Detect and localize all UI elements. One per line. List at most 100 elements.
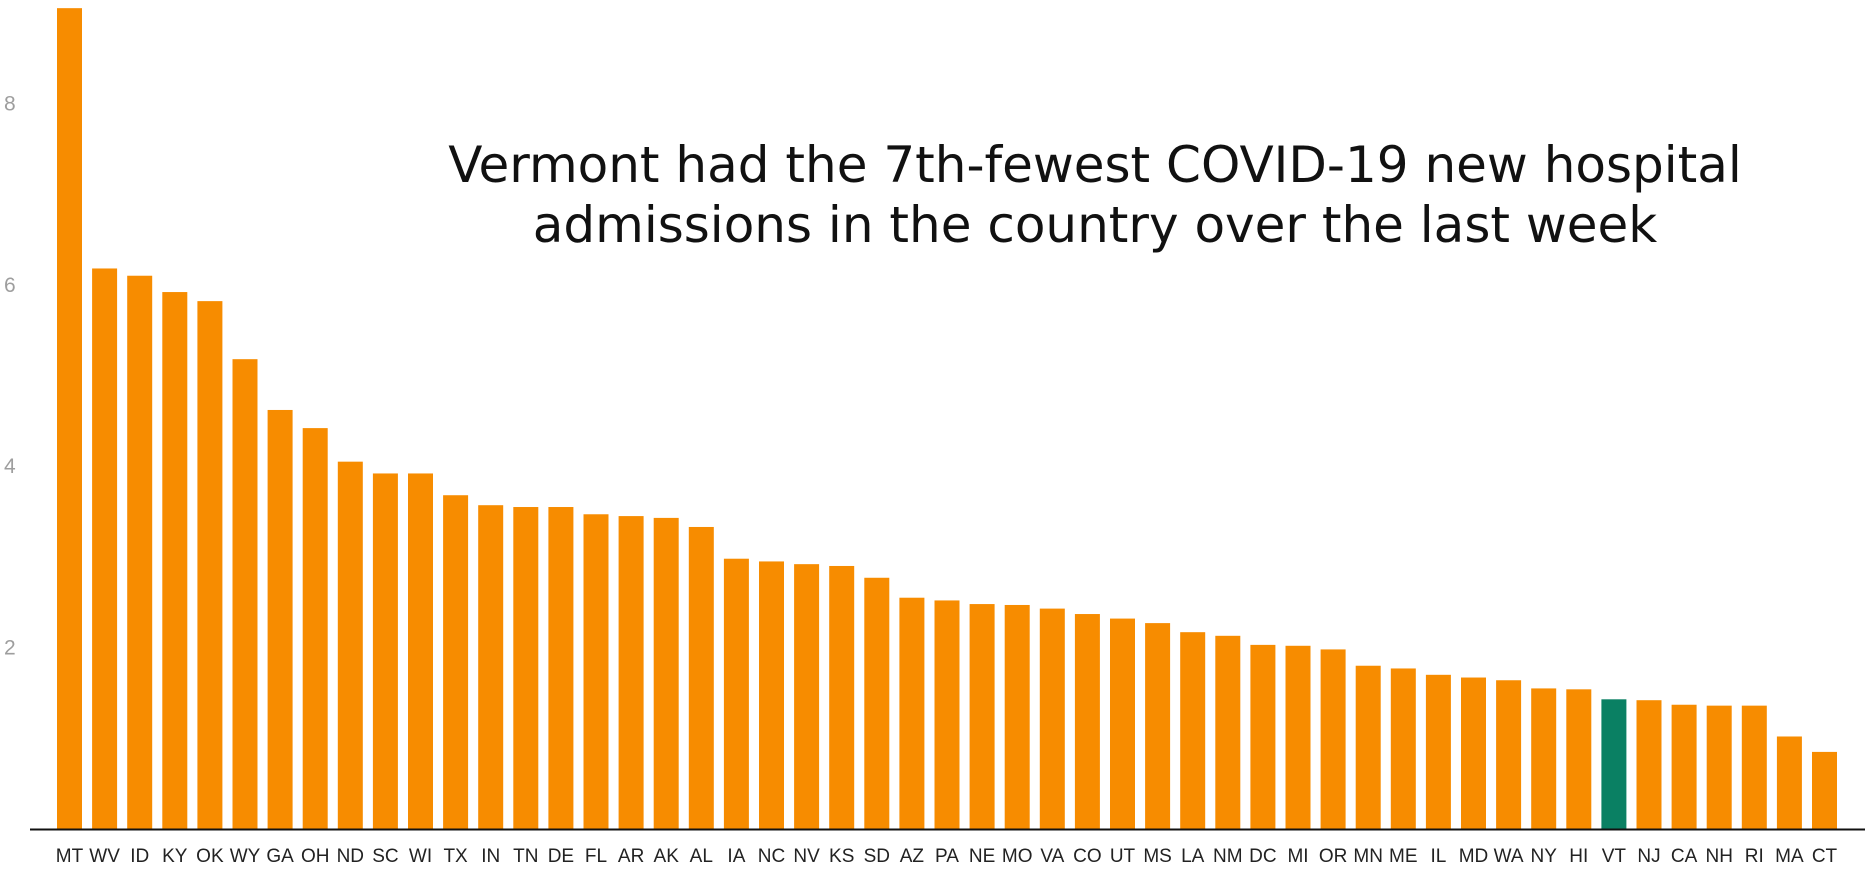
bar-wi [408,473,433,829]
bar-mn [1355,665,1381,829]
bar-wa [1496,680,1522,829]
x-tick-label-id: ID [130,846,149,867]
x-tick-label-ia: IA [727,846,745,867]
bar-hi [1566,689,1592,829]
x-tick-label-ak: AK [654,846,680,867]
x-tick-label-ut: UT [1110,846,1136,867]
x-tick-label-tx: TX [443,846,468,867]
x-tick-label-nv: NV [793,846,820,867]
x-tick-label-or: OR [1319,846,1348,867]
bar-de [548,507,574,829]
bar-co [1074,614,1100,829]
y-tick-label: 2 [4,637,16,660]
bar-az [899,597,925,829]
bar-la [1180,632,1206,829]
y-tick-label: 6 [4,274,16,297]
x-tick-label-nd: ND [337,846,364,867]
x-tick-label-ar: AR [618,846,644,867]
bar-vt [1601,699,1627,829]
x-tick-label-nc: NC [758,846,785,867]
bar-tn [513,507,539,829]
bar-al [688,526,714,829]
bar-ak [653,517,679,829]
x-tick-label-mo: MO [1002,846,1033,867]
bar-wy [232,359,258,829]
x-tick-label-va: VA [1040,846,1064,867]
x-tick-label-nh: NH [1705,846,1732,867]
bar-nh [1706,705,1732,829]
bar-nd [337,461,363,829]
bar-md [1461,677,1486,829]
bar-ms [1145,623,1171,829]
x-tick-label-mt: MT [56,846,84,867]
x-tick-label-ca: CA [1671,846,1698,867]
x-tick-label-vt: VT [1602,846,1627,867]
x-tick-label-in: IN [481,846,500,867]
bar-ct [1812,751,1837,829]
x-tick-label-fl: FL [585,846,607,867]
x-tick-label-pa: PA [935,846,959,867]
x-tick-label-wi: WI [409,846,432,867]
bar-in [478,505,504,829]
x-tick-label-nj: NJ [1637,846,1660,867]
x-tick-label-sd: SD [864,846,890,867]
x-tick-label-ri: RI [1745,846,1764,867]
bar-ky [162,292,188,829]
bar-ma [1776,736,1802,829]
bar-nv [794,564,820,829]
x-tick-label-hi: HI [1569,846,1588,867]
bar-ia [723,558,749,829]
bar-ar [618,516,644,829]
x-tick-label-ks: KS [829,846,854,867]
bar-id [127,275,153,830]
bar-mi [1285,645,1311,829]
x-tick-label-nm: NM [1213,846,1243,867]
bar-mo [1004,604,1030,829]
x-tick-label-oh: OH [301,846,330,867]
x-tick-label-me: ME [1389,846,1418,867]
x-tick-label-co: CO [1073,846,1102,867]
x-tick-label-ct: CT [1812,846,1838,867]
bar-nc [759,561,784,829]
bar-or [1320,649,1346,829]
x-tick-label-md: MD [1459,846,1489,867]
x-tick-label-ok: OK [196,846,224,867]
x-tick-label-il: IL [1430,846,1446,867]
x-tick-label-az: AZ [900,846,925,867]
bar-il [1425,674,1451,829]
x-tick-label-ny: NY [1530,846,1557,867]
x-axis-labels: MT WV ID KY OK WY GA OH ND SC WI TX IN TN DE FL AR AK AL IA… [56,846,1838,867]
x-tick-label-sc: SC [372,846,398,867]
bar-oh [302,428,328,829]
bar-me [1390,668,1416,829]
x-tick-label-la: LA [1181,846,1205,867]
bar-sd [864,577,890,829]
bar-ny [1531,688,1557,829]
bar-fl [583,514,609,829]
bar-va [1039,608,1065,829]
x-tick-label-wy: WY [230,846,261,867]
bar-ga [267,409,293,829]
bar-ca [1671,704,1697,829]
x-tick-label-wa: WA [1494,846,1524,867]
x-tick-label-al: AL [690,846,713,867]
x-tick-label-ne: NE [969,846,995,867]
x-tick-label-ma: MA [1775,846,1804,867]
x-tick-label-tn: TN [513,846,538,867]
x-tick-label-mn: MN [1353,846,1383,867]
bar-ok [197,301,223,830]
bar-pa [934,600,960,829]
x-tick-label-de: DE [548,846,574,867]
x-tick-label-wv: WV [89,846,120,867]
bar-sc [372,473,398,829]
y-tick-label: 8 [4,92,16,115]
bar-mt [57,8,82,830]
bar-wv [92,268,118,829]
x-tick-label-mi: MI [1287,846,1308,867]
bar-nj [1636,700,1662,829]
bars [57,8,1837,830]
y-tick-label: 4 [4,455,16,478]
y-axis-ticks: 2 4 6 8 [4,92,16,659]
bar-ks [829,565,855,829]
